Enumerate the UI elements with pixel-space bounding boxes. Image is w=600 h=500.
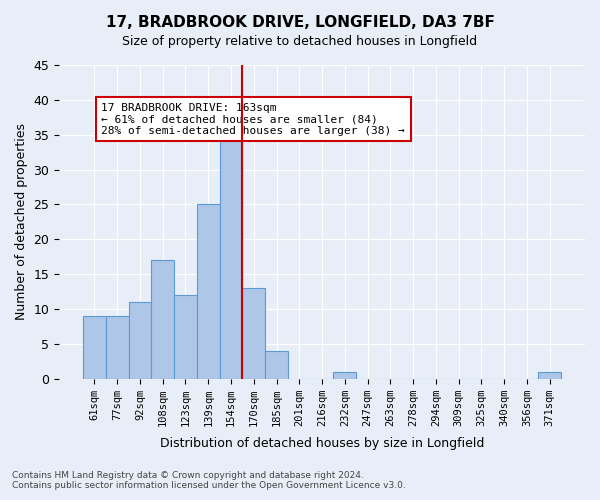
Y-axis label: Number of detached properties: Number of detached properties bbox=[15, 124, 28, 320]
Text: Size of property relative to detached houses in Longfield: Size of property relative to detached ho… bbox=[122, 35, 478, 48]
Bar bbox=[197, 204, 220, 378]
Bar bbox=[128, 302, 151, 378]
Bar bbox=[220, 121, 242, 378]
Bar bbox=[334, 372, 356, 378]
Bar bbox=[265, 351, 288, 378]
Text: 17 BRADBROOK DRIVE: 163sqm
← 61% of detached houses are smaller (84)
28% of semi: 17 BRADBROOK DRIVE: 163sqm ← 61% of deta… bbox=[101, 102, 405, 136]
Text: 17, BRADBROOK DRIVE, LONGFIELD, DA3 7BF: 17, BRADBROOK DRIVE, LONGFIELD, DA3 7BF bbox=[106, 15, 494, 30]
Bar bbox=[242, 288, 265, 378]
Bar bbox=[538, 372, 561, 378]
Bar bbox=[83, 316, 106, 378]
X-axis label: Distribution of detached houses by size in Longfield: Distribution of detached houses by size … bbox=[160, 437, 484, 450]
Bar bbox=[106, 316, 128, 378]
Bar bbox=[174, 295, 197, 378]
Bar bbox=[151, 260, 174, 378]
Text: Contains HM Land Registry data © Crown copyright and database right 2024.
Contai: Contains HM Land Registry data © Crown c… bbox=[12, 470, 406, 490]
